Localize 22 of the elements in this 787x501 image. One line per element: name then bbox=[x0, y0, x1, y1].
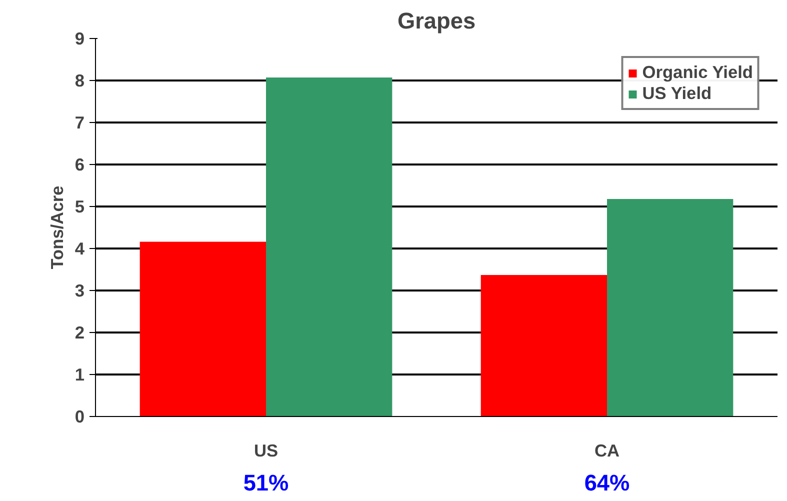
x-tick-label: CA bbox=[594, 440, 620, 460]
y-tick-label: 7 bbox=[74, 112, 85, 132]
y-axis-title: Tons/Acre bbox=[46, 185, 67, 270]
y-tick-label: 3 bbox=[74, 280, 85, 300]
legend-label: US Yield bbox=[642, 83, 712, 104]
y-tick-label: 6 bbox=[74, 154, 85, 174]
x-tick-label: US bbox=[254, 440, 278, 460]
y-tick-label: 5 bbox=[74, 196, 85, 216]
bar bbox=[480, 274, 607, 416]
text: 64% bbox=[584, 470, 630, 496]
bar bbox=[140, 242, 266, 416]
y-tick-label: 0 bbox=[74, 406, 85, 426]
text: 51% bbox=[243, 470, 289, 496]
y-tick-label: 2 bbox=[74, 322, 85, 342]
y-tick-label: 4 bbox=[74, 238, 85, 258]
bar bbox=[266, 78, 392, 416]
legend-label: Organic Yield bbox=[642, 62, 753, 83]
y-tick-label: 1 bbox=[74, 364, 85, 384]
y-tick-label: 9 bbox=[74, 28, 85, 48]
chart-title: Grapes bbox=[397, 8, 476, 34]
bar bbox=[607, 198, 734, 416]
y-tick-label: 8 bbox=[74, 70, 85, 90]
